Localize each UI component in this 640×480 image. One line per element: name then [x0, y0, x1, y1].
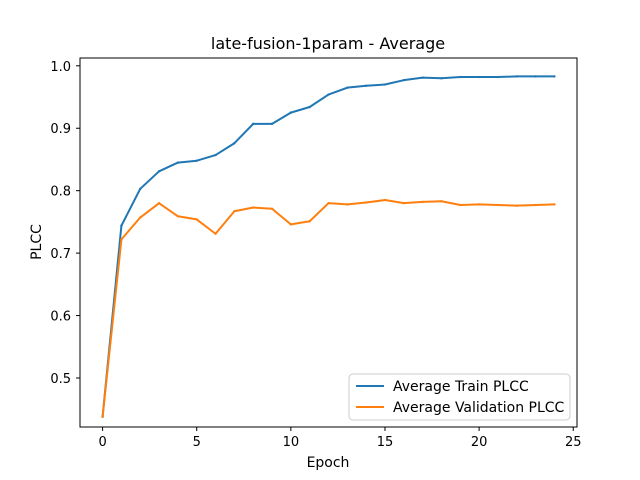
- y-axis-label: PLCC: [29, 224, 45, 260]
- y-tick-label: 1.0: [50, 60, 71, 75]
- series-point-1: [496, 203, 500, 207]
- series-point-0: [157, 170, 161, 173]
- series-point-1: [120, 238, 123, 241]
- y-tick-label: 0.8: [50, 185, 71, 200]
- series-point-0: [553, 75, 556, 78]
- series-point-0: [176, 161, 180, 164]
- legend-box: [348, 373, 571, 421]
- series-point-0: [289, 111, 293, 114]
- x-tick-label: 10: [283, 435, 300, 450]
- series-point-1: [515, 204, 518, 207]
- series-point-0: [402, 78, 406, 82]
- series-point-1: [534, 203, 537, 207]
- series-point-1: [402, 201, 406, 205]
- series-point-1: [459, 203, 462, 207]
- series-point-0: [496, 75, 500, 79]
- series-point-1: [176, 215, 180, 218]
- series-point-0: [346, 86, 349, 89]
- series-point-1: [440, 200, 443, 203]
- series-point-0: [440, 77, 443, 80]
- x-tick-label: 5: [193, 435, 201, 450]
- y-tick-label: 0.9: [50, 122, 71, 137]
- series-point-0: [364, 84, 368, 87]
- series-point-0: [270, 122, 274, 126]
- series-point-1: [308, 220, 311, 223]
- series-point-0: [308, 105, 311, 109]
- series-layer: [101, 75, 556, 418]
- series-point-1: [195, 218, 198, 221]
- y-tick-label: 0.6: [50, 310, 71, 325]
- series-point-1: [477, 203, 481, 206]
- series-point-1: [139, 216, 142, 219]
- series-point-1: [157, 201, 161, 205]
- legend: Average Train PLCC Average Validation PL…: [348, 373, 571, 421]
- series-point-1: [270, 207, 274, 210]
- series-point-1: [383, 198, 387, 202]
- series-point-0: [383, 83, 387, 86]
- series-point-0: [477, 75, 481, 79]
- x-tick-label: 0: [98, 435, 106, 450]
- series-point-1: [101, 415, 104, 418]
- plot-area: [79, 57, 578, 428]
- series-point-0: [233, 142, 236, 145]
- series-point-1: [289, 223, 293, 226]
- y-tick-label: 0.5: [50, 372, 71, 387]
- x-axis-label: Epoch: [307, 455, 350, 471]
- chart-title: late-fusion-1param - Average: [211, 34, 445, 53]
- y-axis: 0.5 0.6 0.7 0.8 0.9 1.0: [50, 60, 80, 387]
- series-point-0: [214, 153, 217, 157]
- series-point-1: [251, 206, 255, 209]
- series-point-0: [459, 75, 462, 79]
- series-point-0: [515, 75, 518, 78]
- series-point-1: [327, 201, 330, 205]
- series-point-0: [251, 122, 255, 126]
- y-tick-label: 0.7: [50, 247, 71, 262]
- series-point-0: [327, 93, 330, 96]
- series-point-1: [214, 232, 217, 235]
- legend-label-average-validation-plcc: Average Validation PLCC: [393, 400, 565, 416]
- series-point-1: [346, 203, 349, 206]
- x-axis: 0 5 10 15 20 25: [98, 427, 582, 450]
- x-tick-label: 20: [471, 435, 488, 450]
- legend-label-average-train-plcc: Average Train PLCC: [393, 379, 529, 395]
- series-point-1: [233, 210, 236, 213]
- series-point-0: [195, 159, 198, 162]
- series-point-0: [120, 224, 123, 227]
- x-tick-label: 25: [565, 435, 582, 450]
- series-point-0: [139, 187, 142, 191]
- series-point-1: [421, 200, 424, 204]
- x-tick-label: 15: [377, 435, 394, 450]
- series-point-0: [421, 76, 424, 79]
- series-point-0: [534, 75, 537, 78]
- series-point-1: [553, 203, 556, 206]
- series-point-1: [364, 201, 368, 204]
